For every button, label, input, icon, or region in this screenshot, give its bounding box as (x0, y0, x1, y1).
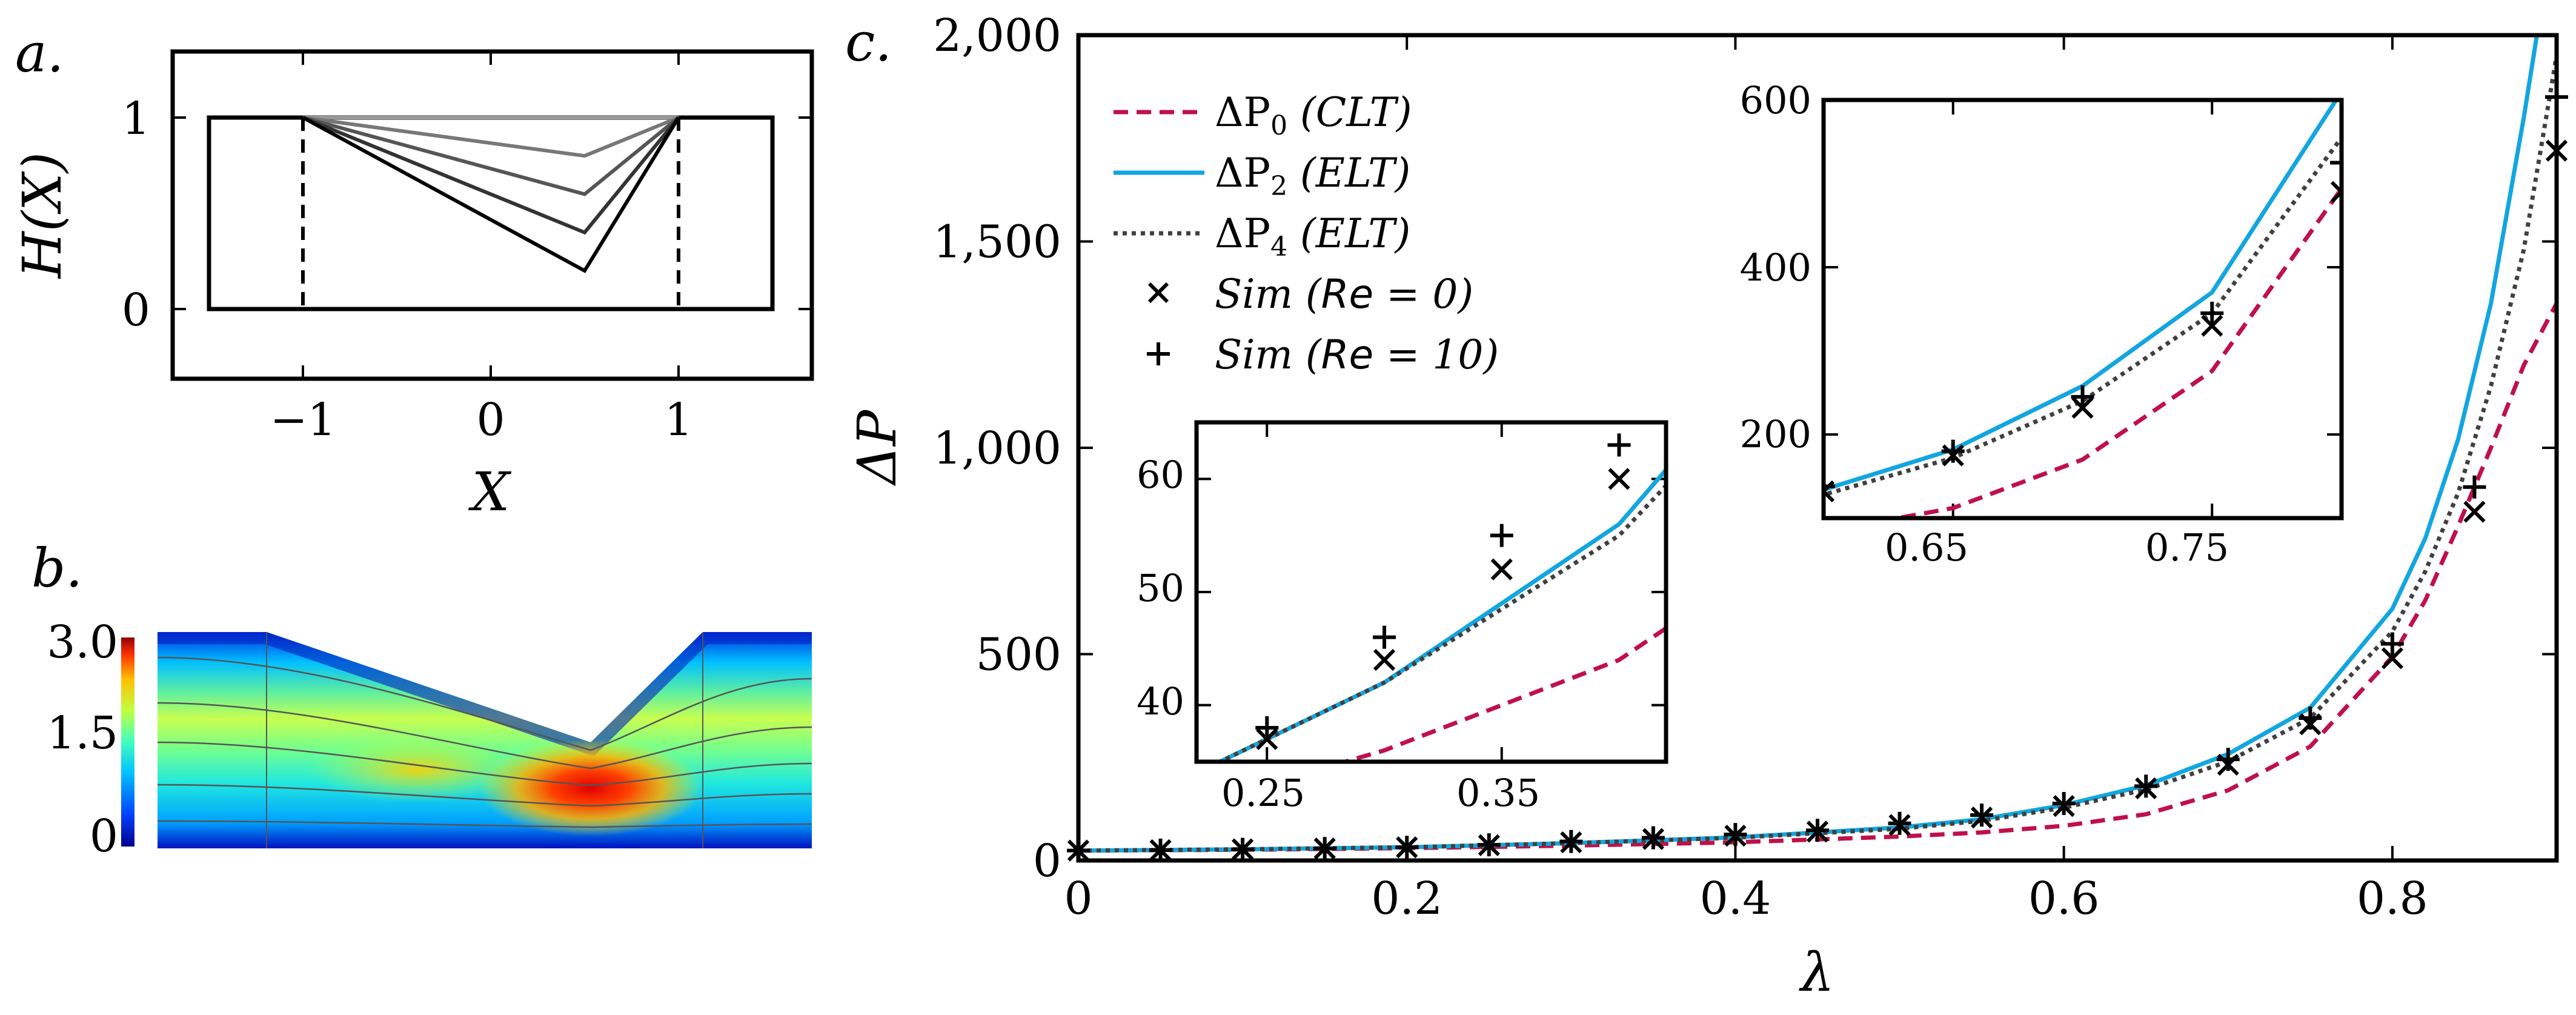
sim-re0-point (2463, 501, 2486, 523)
sim-re10-point (1559, 830, 1583, 853)
sim-re10-point (2380, 632, 2404, 656)
sim-re10-point (2200, 301, 2224, 325)
legend: ΔP0 (CLT) ΔP2 (ELT) ΔP4 (ELT) Sim (Re = … (1114, 89, 1499, 378)
panel-a-xtick: −1 (270, 394, 336, 446)
profile-depth-3 (302, 116, 680, 235)
panel-b-label: b. (32, 537, 82, 599)
sim-re10-point (1395, 836, 1419, 859)
x-tick-label: 0.2 (1371, 873, 1442, 925)
inset2-ytick: 600 (1740, 78, 1811, 122)
sim-re10-point (1607, 433, 1631, 457)
inset1-xtick: 0.25 (1221, 771, 1305, 815)
colorbar (121, 637, 134, 847)
sim-re10-point (1373, 625, 1396, 649)
velocity-field (158, 632, 812, 848)
panel-a-label: a. (15, 22, 64, 84)
sim-re10-point (2216, 748, 2240, 771)
sim-re10-point (1231, 837, 1255, 861)
panel-c-frame (1076, 33, 2559, 863)
sim-re10-point (1313, 837, 1336, 860)
sim-re10-point (1806, 819, 1829, 842)
sim-re0-point (1490, 558, 1513, 581)
series-line-dashed (1885, 183, 2342, 518)
inset1-xtick: 0.35 (1456, 771, 1540, 815)
sim-re10-point (1970, 804, 1994, 827)
sim-re10-point (1824, 474, 1835, 498)
inset2-xtick: 0.75 (2145, 525, 2229, 570)
series-line-solid (1215, 467, 1666, 762)
inset-high-lambda: 0.65 0.75 600 400 200 (1740, 78, 2344, 570)
sim-re10-point (2299, 707, 2322, 730)
panel-c-markers (1067, 85, 2568, 862)
sim-re10-point (2330, 151, 2342, 175)
sim-re10-point (2071, 385, 2094, 408)
inset1-ytick: 60 (1137, 453, 1184, 497)
channel-outline (207, 115, 775, 311)
inset-low-lambda: 0.25 0.35 60 50 40 (1137, 420, 1668, 815)
legend-marker-x (1147, 282, 1169, 304)
panel-c: c. 0 0.2 0.4 0.6 0.8 0 500 1,000 1,500 2,000 ΔP λ… (845, 10, 2568, 1003)
panel-a-ytick: 1 (122, 93, 150, 145)
panel-a-xtick: 1 (664, 394, 692, 446)
sim-re0-point (1373, 648, 1396, 671)
legend-entry: ΔP2 (ELT) (1215, 150, 1410, 202)
inset2-ytick: 400 (1740, 245, 1811, 290)
legend-entry: Sim (Re = 10) (1215, 331, 1499, 378)
sim-re10-point (1149, 838, 1172, 862)
panel-c-ticks: 0 0.2 0.4 0.6 0.8 0 500 1,000 1,500 2,000 (933, 10, 2557, 925)
inset1-ytick: 40 (1137, 679, 1184, 724)
sim-re10-point (1888, 811, 1911, 835)
x-tick-label: 0.4 (1700, 873, 1771, 925)
inset2-xtick: 0.65 (1885, 525, 1968, 570)
sim-re0-point (2201, 314, 2223, 337)
panel-b: b. 3.0 1.5 0 (32, 537, 812, 862)
panel-c-xlabel: λ (1799, 941, 1834, 1003)
inset2-ytick: 200 (1740, 412, 1811, 456)
panel-a-frame (170, 49, 814, 381)
sim-re10-point (2463, 475, 2486, 499)
colorbar-tick: 1.5 (47, 707, 118, 759)
colorbar-tick: 3.0 (47, 616, 118, 668)
sim-re0-point (1608, 468, 1630, 490)
sim-re0-point (2330, 181, 2342, 203)
legend-entry: ΔP0 (CLT) (1215, 89, 1412, 141)
legend-marker-plus (1147, 342, 1170, 365)
y-tick-label: 2,000 (933, 10, 1061, 62)
panel-a-xtick: 0 (476, 394, 505, 446)
panel-a-ylabel: H(X) (11, 152, 73, 279)
panel-c-ylabel: ΔP (846, 409, 908, 487)
sim-re10-point (1941, 439, 1965, 463)
sim-re10-point (1724, 823, 1747, 847)
legend-entry: ΔP4 (ELT) (1215, 210, 1410, 262)
y-tick-label: 1,000 (933, 422, 1061, 474)
sim-re10-point (1490, 524, 1513, 547)
legend-entry: Sim (Re = 0) (1215, 271, 1473, 318)
sim-re10-point (2052, 792, 2076, 816)
panel-a: a. H(X) X −1 0 1 0 1 (11, 22, 814, 523)
panel-c-label: c. (845, 11, 892, 73)
panel-a-xlabel: X (468, 461, 512, 523)
x-tick-label: 0.8 (2357, 873, 2428, 925)
profile-depth-4 (302, 116, 680, 273)
panel-a-plot (173, 52, 812, 379)
panel-a-ytick: 0 (122, 284, 150, 336)
y-tick-label: 500 (976, 629, 1061, 681)
sim-re10-point (1641, 826, 1665, 850)
y-tick-label: 1,500 (933, 216, 1061, 268)
sim-re10-point (1255, 716, 1279, 739)
inset1-ytick: 50 (1137, 566, 1184, 610)
x-tick-label: 0.6 (2028, 873, 2100, 925)
profile-depth-1 (302, 116, 680, 158)
x-tick-label: 0 (1064, 873, 1092, 925)
sim-re0-point (2381, 647, 2404, 670)
sim-re10-point (2134, 774, 2158, 798)
sim-re10-point (1477, 833, 1501, 857)
profile-depth-2 (302, 116, 680, 196)
y-tick-label: 0 (1033, 835, 1061, 887)
series-line-dotted (1078, 55, 2557, 853)
colorbar-tick: 0 (90, 810, 118, 862)
